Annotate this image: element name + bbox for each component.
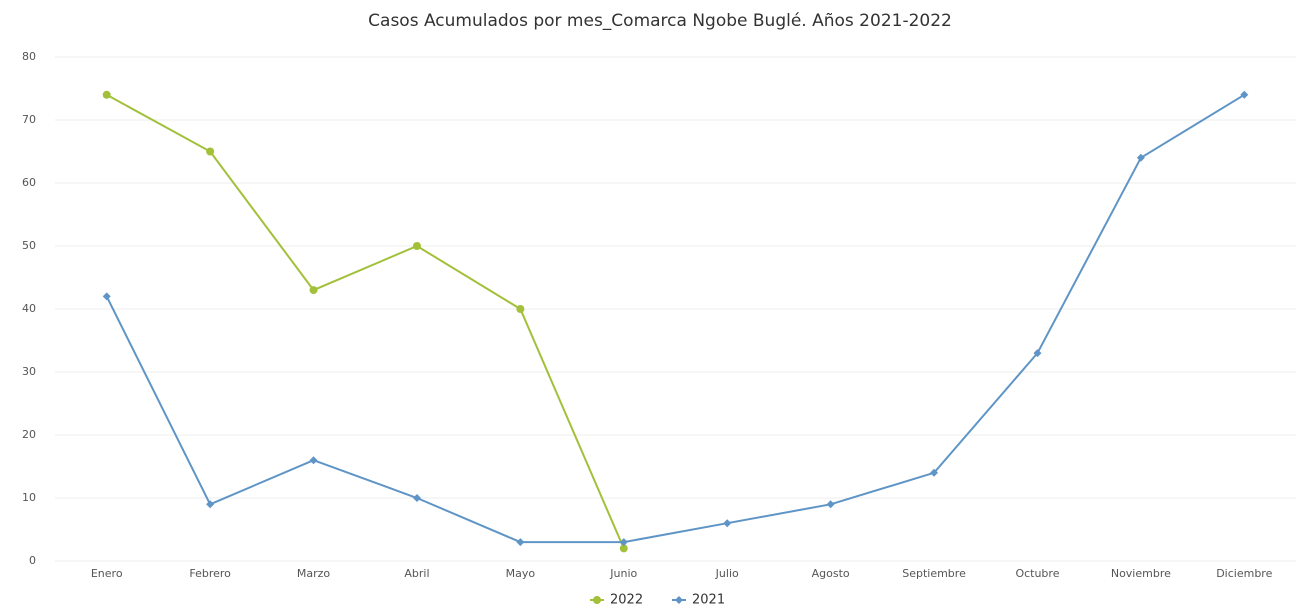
legend-label: 2022 [610, 593, 643, 605]
y-tick-label: 60 [22, 176, 36, 189]
series-line [106, 93, 625, 549]
point [412, 242, 421, 250]
x-tick-label: Junio [609, 567, 637, 580]
point [593, 596, 601, 604]
point [826, 500, 835, 509]
y-tick-label: 20 [22, 428, 36, 441]
x-tick-label: Septiembre [902, 567, 966, 580]
point [723, 519, 732, 528]
point [1136, 153, 1145, 162]
point [1033, 349, 1042, 358]
point [102, 90, 111, 99]
x-tick-label: Enero [91, 567, 123, 580]
y-tick-label: 50 [22, 239, 36, 252]
point [1240, 90, 1249, 99]
y-tick-label: 80 [22, 50, 36, 63]
chart-title: Casos Acumulados por mes_Comarca Ngobe B… [368, 11, 952, 31]
point [516, 538, 525, 547]
point [309, 286, 318, 295]
x-tick-label: Marzo [297, 567, 331, 580]
series-line [105, 93, 1245, 544]
point [930, 468, 939, 477]
legend-label: 2021 [692, 593, 725, 605]
point [309, 456, 318, 465]
x-tick-label: Julio [715, 567, 739, 580]
y-tick-label: 40 [22, 302, 36, 315]
y-tick-label: 10 [22, 491, 36, 504]
x-tick-label: Noviembre [1111, 567, 1171, 580]
point [206, 500, 215, 509]
y-tick-label: 70 [22, 113, 36, 126]
point [102, 292, 111, 301]
y-tick-label: 0 [29, 554, 36, 567]
point [516, 305, 525, 313]
x-tick-label: Abril [404, 567, 429, 580]
point [206, 147, 215, 156]
x-tick-label: Octubre [1015, 567, 1059, 580]
point [675, 596, 683, 604]
point [412, 494, 421, 502]
point [619, 544, 628, 553]
x-tick-label: Febrero [189, 567, 231, 580]
y-tick-label: 30 [22, 365, 36, 378]
point [619, 538, 628, 547]
x-tick-label: Mayo [506, 567, 536, 580]
x-tick-label: Agosto [812, 567, 850, 580]
x-tick-label: Diciembre [1216, 567, 1272, 580]
